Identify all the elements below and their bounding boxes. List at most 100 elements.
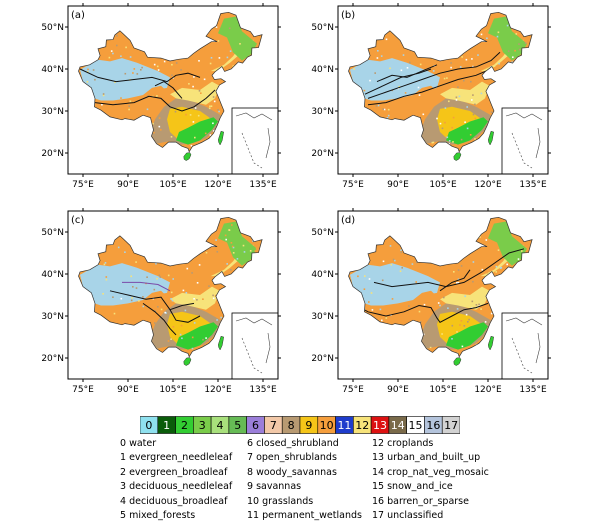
taiwan-island bbox=[488, 335, 494, 351]
contour-lines bbox=[109, 281, 201, 336]
legend-column-2: 6 closed_shrubland 7 open_shrublands 8 w… bbox=[247, 437, 362, 523]
landcover-regions bbox=[80, 16, 258, 152]
legend-column-1: 0 water 1 evergreen_needleleaf 2 evergre… bbox=[120, 437, 232, 523]
inset-map bbox=[231, 107, 279, 175]
colorbar-label: 9 bbox=[305, 419, 312, 432]
lon-tick-label: 105°E bbox=[429, 385, 457, 395]
colorbar-label: 1 bbox=[163, 419, 170, 432]
lon-tick-label: 120°E bbox=[474, 180, 502, 190]
taiwan-island bbox=[218, 130, 224, 146]
lat-tick-label: 20°N bbox=[311, 354, 334, 364]
legend-item: 10 grasslands bbox=[247, 495, 314, 507]
colorbar-label: 13 bbox=[373, 419, 387, 432]
lon-tick-label: 90°E bbox=[387, 180, 409, 190]
lat-tick-label: 40°N bbox=[311, 65, 334, 75]
legend-item: 5 mixed_forests bbox=[120, 510, 196, 522]
legend-item: 9 savannas bbox=[247, 481, 302, 493]
colorbar-label: 14 bbox=[391, 419, 405, 432]
legend-item: 13 urban_and_built_up bbox=[372, 452, 481, 464]
map-svg-c: 75°E 90°E 105°E 120°E 135°E 50°N 40°N 30°N 20°N (… bbox=[41, 208, 281, 395]
lon-tick-label: 90°E bbox=[117, 385, 139, 395]
map-panel-a: 75°E 90°E 105°E 120°E 135°E 50°N 40°N 30°N 20°N (… bbox=[38, 0, 300, 204]
lat-tick-label: 50°N bbox=[311, 23, 334, 33]
colorbar-swatch bbox=[441, 416, 460, 434]
lon-tick-label: 120°E bbox=[474, 385, 502, 395]
contour-lines bbox=[79, 68, 216, 112]
panel-label: (c) bbox=[71, 215, 84, 226]
legend-item: 6 closed_shrubland bbox=[247, 438, 339, 449]
landcover-regions bbox=[350, 16, 529, 152]
legend-item: 15 snow_and_ice bbox=[372, 481, 453, 493]
map-svg-d: 75°E 90°E 105°E 120°E 135°E 50°N 40°N 30°N 20°N (… bbox=[311, 208, 551, 395]
legend-item: 17 unclassified bbox=[372, 510, 444, 522]
inset-map bbox=[501, 312, 549, 380]
map-panel-d: 75°E 90°E 105°E 120°E 135°E 50°N 40°N 30°N 20°N (… bbox=[308, 205, 570, 409]
colorbar-label: 3 bbox=[199, 419, 206, 432]
lon-tick-label: 75°E bbox=[72, 180, 94, 190]
legend-item: 0 water bbox=[120, 438, 157, 449]
colorbar-label: 6 bbox=[252, 419, 259, 432]
lat-tick-label: 30°N bbox=[311, 312, 334, 322]
lon-tick-label: 105°E bbox=[159, 180, 187, 190]
lon-tick-label: 105°E bbox=[159, 385, 187, 395]
lon-tick-label: 90°E bbox=[387, 385, 409, 395]
legend-item: 7 open_shrublands bbox=[247, 452, 337, 464]
legend-item: 11 permanent_wetlands bbox=[247, 510, 362, 522]
inset-map bbox=[501, 107, 549, 175]
lon-tick-label: 135°E bbox=[519, 385, 547, 395]
colorbar-label: 16 bbox=[426, 419, 440, 432]
colorbar-label: 0 bbox=[145, 419, 152, 432]
hainan-island bbox=[453, 152, 462, 161]
colorbar-label: 11 bbox=[337, 419, 351, 432]
taiwan-island bbox=[218, 335, 224, 351]
lat-tick-label: 50°N bbox=[311, 228, 334, 238]
map-panel-c: 75°E 90°E 105°E 120°E 135°E 50°N 40°N 30°N 20°N (… bbox=[38, 205, 300, 409]
colorbar-label: 10 bbox=[320, 419, 334, 432]
colorbar-label: 4 bbox=[217, 419, 224, 432]
contour-lines bbox=[364, 51, 501, 106]
hainan-island bbox=[453, 357, 462, 366]
lon-tick-label: 75°E bbox=[342, 385, 364, 395]
lat-tick-label: 40°N bbox=[41, 65, 64, 75]
lat-tick-label: 40°N bbox=[41, 270, 64, 280]
lon-tick-label: 135°E bbox=[519, 180, 547, 190]
legend-item: 8 woody_savannas bbox=[247, 466, 337, 478]
lat-tick-label: 40°N bbox=[311, 270, 334, 280]
legend-item: 14 crop_nat_veg_mosaic bbox=[372, 466, 489, 478]
lon-tick-label: 75°E bbox=[72, 385, 94, 395]
legend-item: 2 evergreen_broadleaf bbox=[120, 466, 228, 478]
inset-map bbox=[231, 312, 279, 380]
contour-lines bbox=[352, 248, 525, 323]
lon-tick-label: 120°E bbox=[204, 385, 232, 395]
taiwan-island bbox=[488, 130, 494, 146]
lat-tick-label: 30°N bbox=[41, 107, 64, 117]
lon-tick-label: 90°E bbox=[117, 180, 139, 190]
legend-column-3: 12 croplands 13 urban_and_built_up 14 cr… bbox=[372, 437, 489, 523]
hainan-island bbox=[183, 152, 192, 161]
colorbar-label: 5 bbox=[234, 419, 241, 432]
lat-tick-label: 50°N bbox=[41, 228, 64, 238]
colorbar-label: 15 bbox=[409, 419, 423, 432]
panel-label: (b) bbox=[341, 10, 355, 21]
legend-item: 1 evergreen_needleleaf bbox=[120, 452, 233, 464]
legend-item: 12 croplands bbox=[372, 438, 434, 449]
lon-tick-label: 120°E bbox=[204, 180, 232, 190]
legend-item: 3 deciduous_needleleaf bbox=[120, 481, 233, 493]
colorbar-label: 2 bbox=[181, 419, 188, 432]
lat-tick-label: 20°N bbox=[41, 149, 64, 159]
map-svg-a: 75°E 90°E 105°E 120°E 135°E 50°N 40°N 30°N 20°N (… bbox=[41, 3, 281, 190]
panel-label: (d) bbox=[341, 215, 355, 226]
lat-tick-label: 20°N bbox=[311, 149, 334, 159]
legend-item: 16 barren_or_sparse bbox=[372, 495, 469, 507]
lon-tick-label: 105°E bbox=[429, 180, 457, 190]
colorbar-label: 17 bbox=[444, 419, 458, 432]
lon-tick-label: 135°E bbox=[249, 180, 277, 190]
panel-label: (a) bbox=[71, 10, 85, 21]
map-panel-b: 75°E 90°E 105°E 120°E 135°E 50°N 40°N 30°N 20°N (… bbox=[308, 0, 570, 204]
colorbar: 0 1 2 3 4 5 6 7 8 9 10 11 12 13 14 15 16 17 bbox=[140, 416, 460, 434]
lon-tick-label: 135°E bbox=[249, 385, 277, 395]
colorbar-label: 12 bbox=[355, 419, 369, 432]
lat-tick-label: 30°N bbox=[311, 107, 334, 117]
colorbar-label: 8 bbox=[288, 419, 295, 432]
colorbar-label: 7 bbox=[270, 419, 277, 432]
